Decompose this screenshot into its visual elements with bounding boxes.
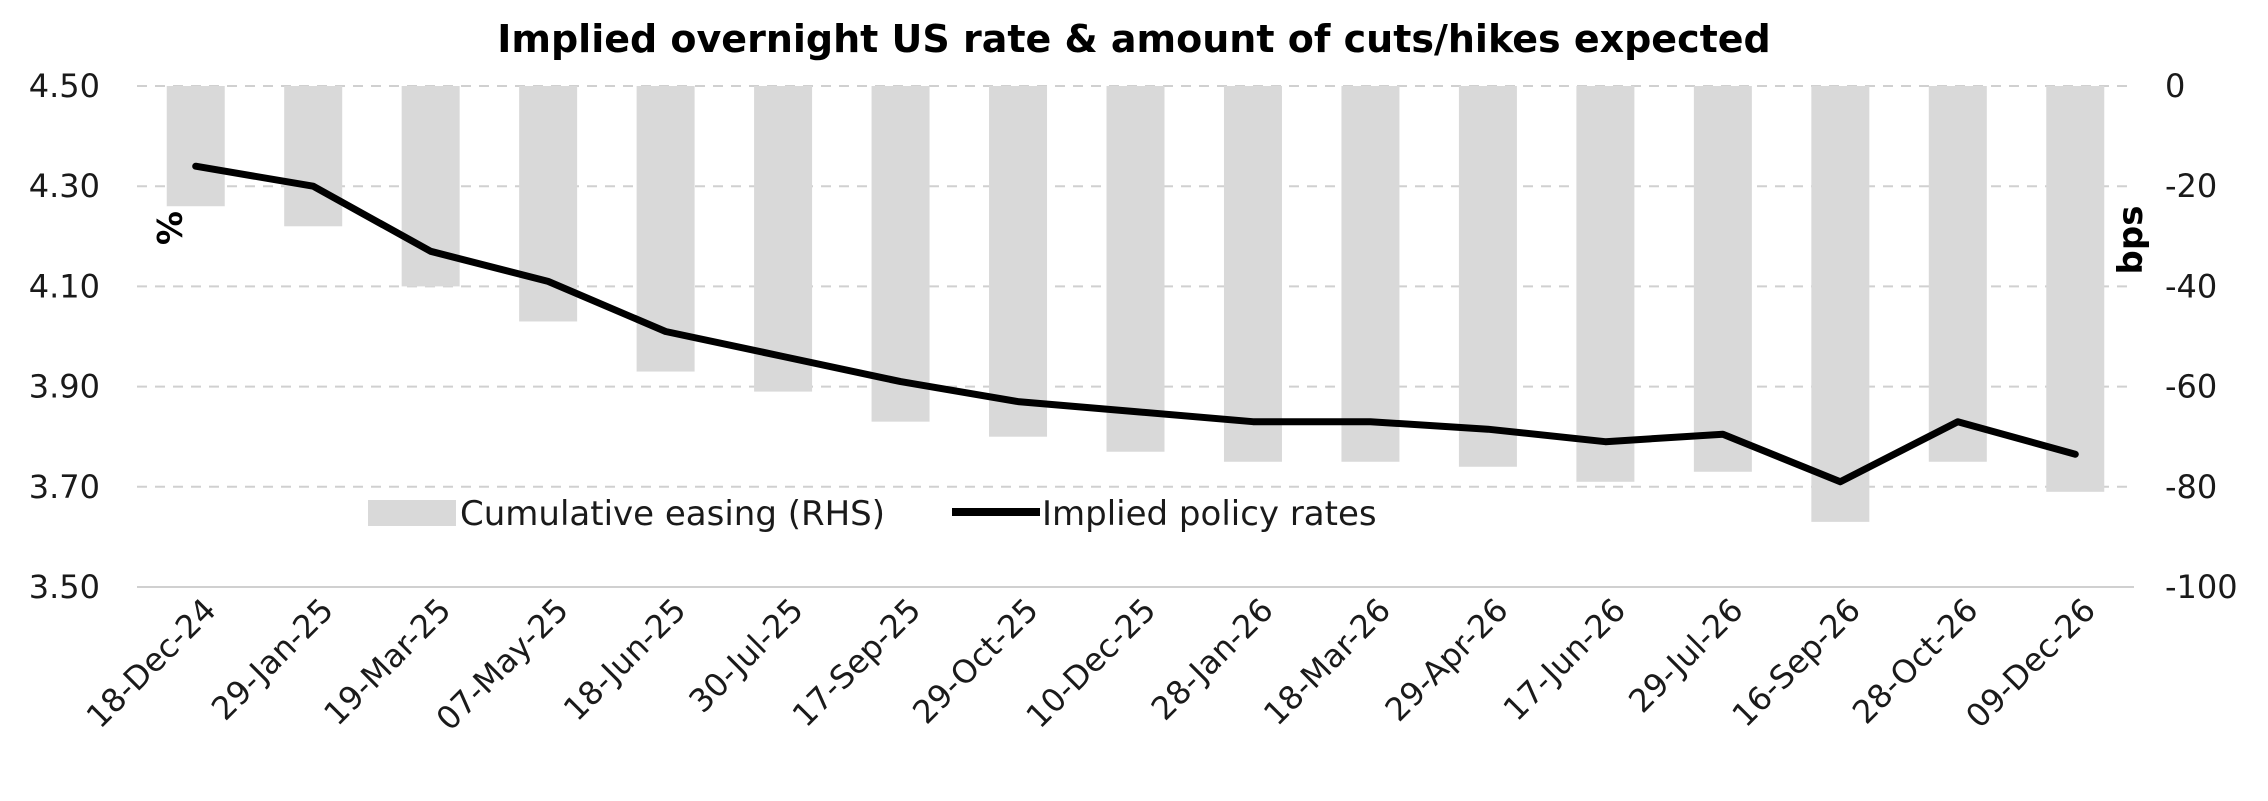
bar [284,86,343,227]
left-axis-ticks: 4.50 4.30 4.10 3.90 3.70 3.50 [29,67,100,606]
line-implied-policy-rates [192,162,2079,486]
bar [166,86,225,207]
series-line [192,162,2079,486]
bar [1576,86,1635,482]
bar [1693,86,1752,472]
legend-swatch-cumulative-easing [368,500,456,526]
bar [519,86,578,322]
right-tick-label: -40 [2165,267,2217,305]
right-axis-ticks: 0 -20 -40 -60 -80 -100 [2165,67,2238,606]
right-tick-label: -60 [2165,368,2217,406]
legend-label-implied-policy-rates: Implied policy rates [1042,494,1377,534]
bar [989,86,1048,437]
bar [871,86,930,422]
bar [1458,86,1517,467]
left-tick-label: 3.50 [29,568,100,606]
right-tick-label: -20 [2165,167,2217,205]
x-tick-label: 29-Apr-26 [1378,591,1516,729]
right-tick-label: -100 [2165,568,2238,606]
x-tick-label: 18-Mar-26 [1256,591,1398,733]
bar [754,86,813,392]
y-axis-right-label: bps [2111,206,2151,275]
left-tick-label: 4.30 [29,167,100,205]
right-tick-label: 0 [2165,67,2185,105]
left-tick-label: 3.90 [29,368,100,406]
left-tick-label: 4.50 [29,67,100,105]
x-tick-label: 16-Sep-26 [1725,591,1868,734]
bars-cumulative-easing [166,86,2105,522]
bar [1811,86,1870,522]
bar [1341,86,1400,462]
y-axis-left-label: % [148,211,188,245]
x-axis-ticks: 18-Dec-2429-Jan-2519-Mar-2507-May-2518-J… [79,591,2103,738]
bar [1928,86,1987,462]
bar [2046,86,2105,492]
right-tick-label: -80 [2165,468,2217,506]
left-tick-label: 3.70 [29,468,100,506]
x-tick-label: 18-Jun-25 [556,591,693,728]
chart-title: Implied overnight US rate & amount of cu… [497,17,1771,61]
bar [1223,86,1282,462]
legend-label-cumulative-easing: Cumulative easing (RHS) [460,494,885,534]
x-tick-label: 18-Dec-24 [79,591,224,736]
left-tick-label: 4.10 [29,267,100,305]
x-tick-label: 17-Sep-25 [785,591,928,734]
x-tick-label: 17-Jun-26 [1496,591,1633,728]
bar [1106,86,1165,452]
legend: Cumulative easing (RHS) Implied policy r… [368,494,1377,534]
